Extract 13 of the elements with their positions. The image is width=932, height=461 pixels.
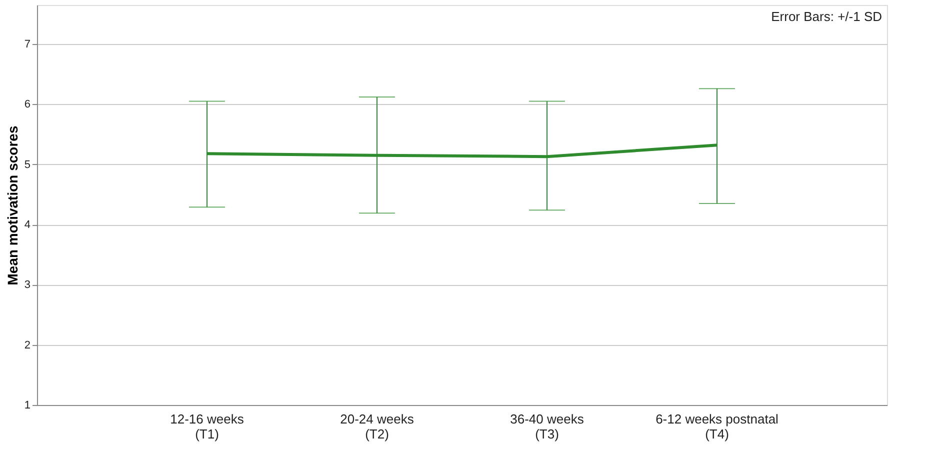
y-tick-label: 1 [24, 400, 30, 412]
y-axis-title: Mean motivation scores [4, 126, 20, 286]
x-tick-label: 36-40 weeks (T3) [510, 412, 584, 442]
y-tick-label: 4 [24, 219, 30, 232]
x-tick-label: 12-16 weeks (T1) [170, 412, 244, 442]
y-tick-label: 7 [24, 38, 30, 51]
annotation: Error Bars: +/-1 SD [771, 9, 882, 24]
y-tick-label: 2 [24, 339, 30, 352]
x-tick-label: 20-24 weeks (T2) [340, 412, 414, 442]
y-tick-label: 5 [24, 158, 30, 171]
x-tick-label: 6-12 weeks postnatal (T4) [656, 412, 779, 442]
y-tick-label: 6 [24, 98, 30, 111]
y-tick-label: 3 [24, 279, 30, 292]
